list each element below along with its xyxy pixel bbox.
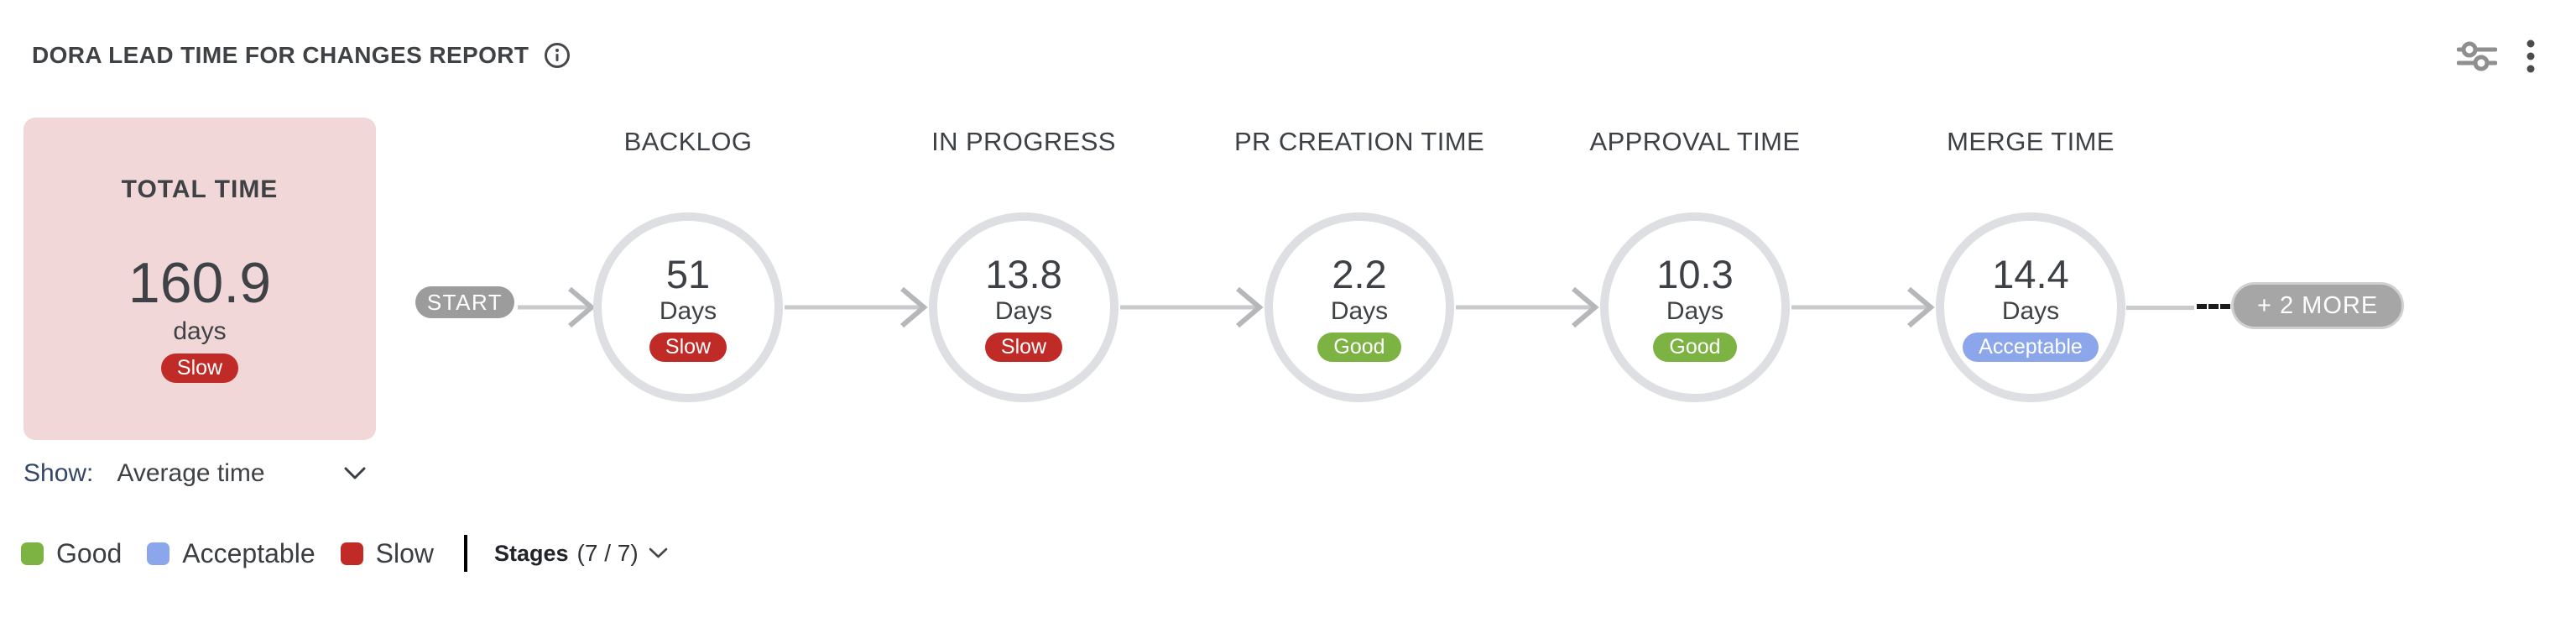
stage-value: 13.8 <box>985 252 1062 296</box>
flow-connector-dashes <box>2197 304 2230 309</box>
acceptable-swatch-icon <box>147 542 170 565</box>
legend-label: Good <box>56 537 123 568</box>
stage-value: 10.3 <box>1656 252 1734 296</box>
stage-circle[interactable]: 2.2 Days Good <box>1265 212 1454 402</box>
legend-label: Acceptable <box>182 537 315 568</box>
stage-node-merge-time: MERGE TIME 14.4 Days Acceptable <box>1905 126 2156 402</box>
more-stages-pill[interactable]: + 2 MORE <box>2231 282 2405 329</box>
status-badge: Acceptable <box>1963 333 2099 362</box>
stage-node-in-progress: IN PROGRESS 13.8 Days Slow <box>898 126 1150 402</box>
stages-filter-label: Stages <box>493 540 569 566</box>
flow-arrow <box>785 286 928 328</box>
flow-connector-line <box>2126 306 2194 310</box>
total-time-unit: days <box>173 317 227 345</box>
start-pill: START <box>415 286 514 318</box>
stage-circle[interactable]: 14.4 Days Acceptable <box>1936 212 2125 402</box>
stage-unit: Days <box>994 297 1053 325</box>
legend-item-good: Good <box>21 538 122 569</box>
stage-unit: Days <box>1330 297 1389 325</box>
stage-title: MERGE TIME <box>1947 127 2115 156</box>
stage-title: IN PROGRESS <box>931 127 1116 156</box>
stage-title: APPROVAL TIME <box>1589 127 1801 156</box>
legend-divider <box>463 535 467 572</box>
stage-node-pr-creation-time: PR CREATION TIME 2.2 Days Good <box>1233 126 1485 402</box>
stage-unit: Days <box>2001 297 2060 325</box>
flow-arrow <box>518 286 596 328</box>
status-badge: Slow <box>160 354 239 383</box>
stage-circle[interactable]: 51 Days Slow <box>593 212 783 402</box>
show-dropdown-value: Average time <box>117 459 265 487</box>
stages-filter-count: (7 / 7) <box>576 540 639 566</box>
legend-item-acceptable: Acceptable <box>147 538 315 569</box>
page-title: DORA LEAD TIME FOR CHANGES REPORT <box>32 42 529 68</box>
sliders-filter-icon[interactable] <box>2457 39 2497 74</box>
show-label: Show: <box>23 459 94 487</box>
flow-arrow <box>1456 286 1599 328</box>
stages-filter-dropdown[interactable]: Stages (7 / 7) <box>494 540 668 567</box>
show-row: Show: Average time <box>23 458 366 490</box>
legend-label: Slow <box>375 537 434 568</box>
stage-value: 2.2 <box>1332 252 1387 296</box>
info-icon[interactable] <box>544 42 571 69</box>
widget-header: DORA LEAD TIME FOR CHANGES REPORT <box>32 42 571 69</box>
slow-swatch-icon <box>340 542 363 565</box>
good-swatch-icon <box>21 542 44 565</box>
status-badge: Slow <box>984 333 1063 362</box>
stage-title: BACKLOG <box>623 127 753 156</box>
flow-arrow <box>1120 286 1264 328</box>
stage-node-approval-time: APPROVAL TIME 10.3 Days Good <box>1569 126 1821 402</box>
chevron-down-icon <box>344 467 366 480</box>
stage-value: 14.4 <box>1992 252 2069 296</box>
total-time-title: TOTAL TIME <box>121 175 279 203</box>
header-actions <box>2457 39 2536 74</box>
total-time-value: 160.9 <box>128 251 272 315</box>
stage-node-backlog: BACKLOG 51 Days Slow <box>562 126 814 402</box>
chevron-down-icon <box>649 547 668 559</box>
stage-title: PR CREATION TIME <box>1233 127 1485 156</box>
stage-circle[interactable]: 10.3 Days Good <box>1600 212 1790 402</box>
status-badge: Slow <box>649 333 727 362</box>
legend-row: Good Acceptable Slow Stages (7 / 7) <box>21 534 668 573</box>
show-dropdown[interactable]: Average time <box>117 459 366 488</box>
kebab-menu-icon[interactable] <box>2526 39 2536 74</box>
stage-unit: Days <box>659 297 717 325</box>
stage-unit: Days <box>1666 297 1724 325</box>
stage-circle[interactable]: 13.8 Days Slow <box>929 212 1119 402</box>
total-time-card: TOTAL TIME 160.9 days Slow <box>23 118 376 440</box>
flow-arrow <box>1791 286 1935 328</box>
legend-item-slow: Slow <box>340 537 434 569</box>
stage-value: 51 <box>665 252 711 296</box>
status-badge: Good <box>1317 333 1401 362</box>
status-badge: Good <box>1653 333 1737 362</box>
